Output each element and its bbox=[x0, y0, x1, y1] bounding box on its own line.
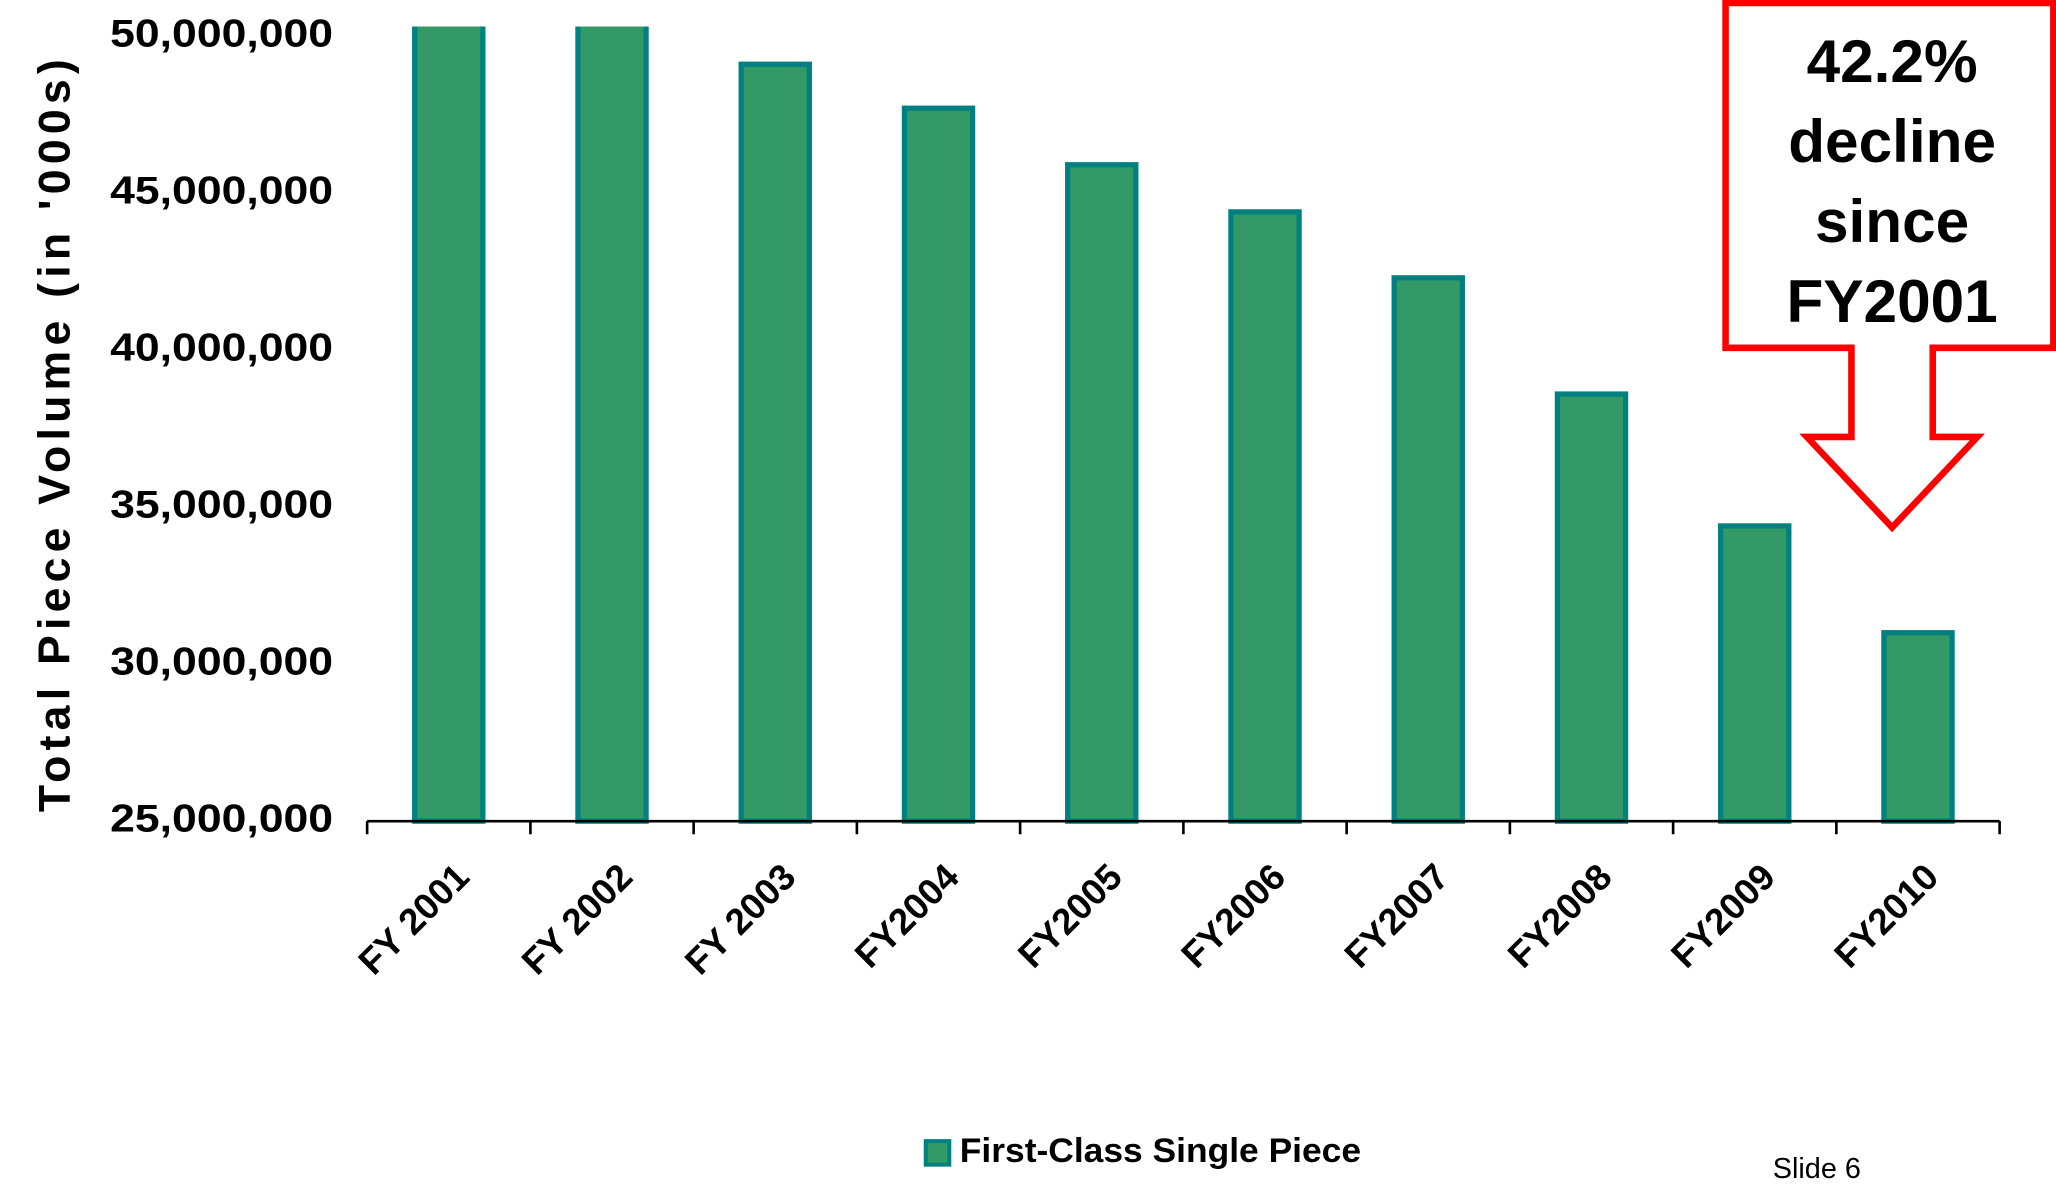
x-tick-label: FY2007 bbox=[1337, 856, 1457, 976]
x-tick-label: FY2004 bbox=[847, 855, 967, 975]
callout-text: FY2001 bbox=[1787, 267, 1998, 335]
y-tick-label: 30,000,000 bbox=[110, 640, 333, 684]
bar bbox=[1391, 275, 1465, 824]
bar bbox=[575, 26, 649, 824]
x-tick-label: FY2005 bbox=[1010, 856, 1130, 976]
bar bbox=[1881, 630, 1955, 824]
y-tick-label: 40,000,000 bbox=[110, 325, 333, 369]
x-tick-label: FY 2002 bbox=[514, 856, 641, 983]
x-tick-label: FY2006 bbox=[1173, 856, 1293, 976]
bar bbox=[1718, 523, 1792, 824]
slide-number: Slide 6 bbox=[1773, 1153, 1861, 1185]
bar bbox=[1554, 391, 1629, 824]
callout-text: decline bbox=[1788, 107, 1996, 175]
callout-arrow bbox=[1722, 0, 2056, 533]
x-tick-label: FY 2003 bbox=[677, 856, 804, 983]
bar bbox=[901, 105, 976, 824]
bar bbox=[412, 26, 486, 824]
y-tick-label: 50,000,000 bbox=[110, 11, 333, 55]
y-tick-label: 35,000,000 bbox=[110, 482, 333, 526]
x-tick-label: FY 2001 bbox=[350, 856, 477, 983]
y-tick-label: 45,000,000 bbox=[110, 168, 333, 212]
legend-label: First-Class Single Piece bbox=[960, 1132, 1361, 1170]
y-tick-label: 25,000,000 bbox=[110, 797, 333, 841]
callout-text: since bbox=[1815, 187, 1969, 255]
x-tick-label: FY2009 bbox=[1663, 856, 1783, 976]
x-tick-label: FY2010 bbox=[1826, 856, 1946, 976]
plot-area bbox=[412, 26, 1955, 824]
bar bbox=[738, 61, 812, 824]
bar bbox=[1065, 162, 1139, 824]
y-axis-title: Total Piece Volume (in '000s) bbox=[30, 54, 79, 812]
legend-swatch bbox=[923, 1139, 952, 1167]
x-tick-label: FY2008 bbox=[1500, 856, 1620, 976]
callout-text: 42.2% bbox=[1807, 27, 1978, 95]
bar bbox=[1228, 209, 1302, 824]
